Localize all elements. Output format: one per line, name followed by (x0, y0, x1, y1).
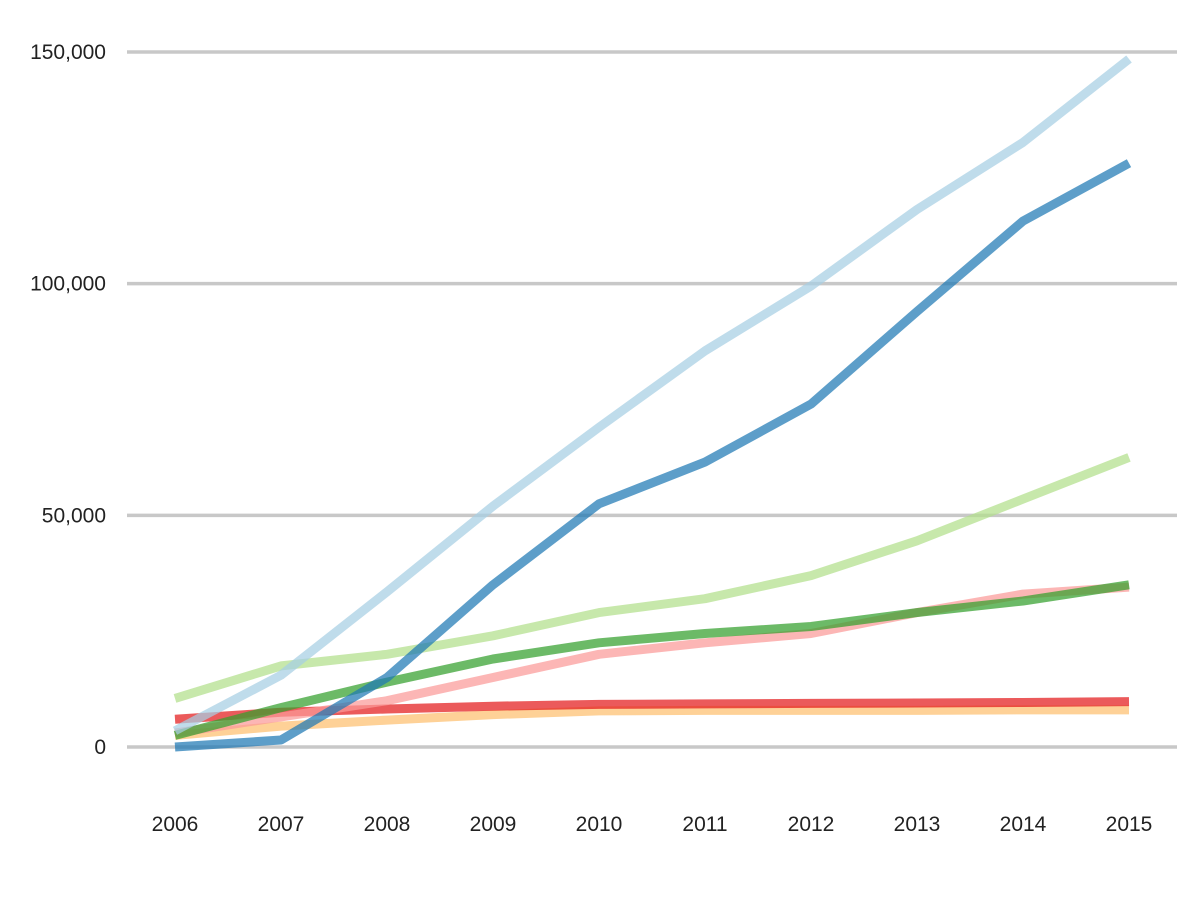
series-line-6 (174, 159, 1132, 752)
x-tick-label: 2010 (576, 813, 623, 836)
y-tick-label: 100,000 (30, 273, 106, 296)
x-tick-label: 2015 (1106, 813, 1153, 836)
x-tick-label: 2007 (258, 813, 305, 836)
x-tick-label: 2006 (152, 813, 199, 836)
x-tick-label: 2009 (470, 813, 517, 836)
x-tick-label: 2011 (682, 813, 727, 836)
series-line-4 (173, 580, 1130, 740)
series-line-1 (174, 705, 1129, 740)
series-line-7 (172, 55, 1132, 735)
x-tick-label: 2014 (1000, 813, 1047, 836)
x-tick-label: 2012 (788, 813, 835, 836)
y-tick-label: 0 (94, 736, 106, 759)
series-line-5 (173, 453, 1131, 703)
y-tick-label: 150,000 (30, 41, 106, 64)
y-tick-label: 50,000 (42, 504, 106, 527)
series-lines (172, 55, 1132, 752)
y-axis-tick-labels: 0 50,000 100,000 150,000 (30, 41, 106, 759)
x-tick-label: 2008 (364, 813, 411, 836)
x-tick-label: 2013 (894, 813, 941, 836)
x-axis-tick-labels: 2006 2007 2008 2009 2010 2011 2012 2013 2014 2015 (152, 813, 1153, 836)
gridlines (127, 50, 1177, 749)
